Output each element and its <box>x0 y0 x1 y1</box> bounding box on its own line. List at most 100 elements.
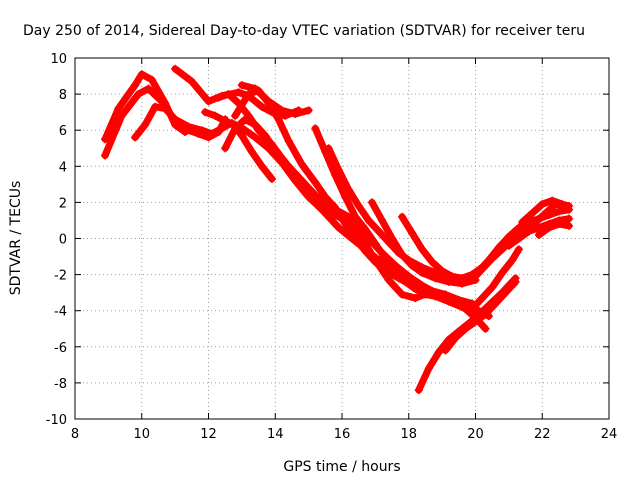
data-point <box>554 220 563 229</box>
data-point <box>251 133 260 142</box>
data-point <box>418 245 427 254</box>
data-point <box>398 290 407 299</box>
series-track-2 <box>101 84 230 160</box>
data-point <box>351 212 360 221</box>
y-tick-label: 8 <box>59 88 67 103</box>
data-point <box>478 294 487 303</box>
y-tick-label: -10 <box>46 413 67 428</box>
data-point <box>341 220 350 229</box>
x-axis-ticks: 8 10 12 14 16 18 20 22 24 <box>71 58 617 442</box>
data-point <box>504 232 513 241</box>
data-point <box>171 115 180 124</box>
series-band <box>368 198 479 288</box>
data-point <box>484 256 493 265</box>
data-point <box>514 234 523 243</box>
data-point <box>144 84 153 93</box>
y-tick-label: 10 <box>50 52 67 67</box>
data-point <box>297 176 306 185</box>
data-point <box>151 102 160 111</box>
x-tick-label: 22 <box>534 427 551 442</box>
data-point <box>374 227 383 236</box>
data-point <box>564 214 573 223</box>
series-track-10 <box>311 124 490 333</box>
y-tick-label: -4 <box>54 305 67 320</box>
data-point <box>141 120 150 129</box>
x-tick-label: 8 <box>71 427 79 442</box>
data-point <box>297 160 306 169</box>
data-point <box>544 211 553 220</box>
data-point <box>334 165 343 174</box>
x-tick-label: 18 <box>400 427 417 442</box>
x-tick-label: 10 <box>133 427 150 442</box>
data-point <box>401 277 410 286</box>
data-point <box>554 207 563 216</box>
data-point <box>184 122 193 131</box>
data-point <box>448 272 457 281</box>
series-track-9 <box>237 81 313 118</box>
series-band <box>171 65 303 120</box>
data-point <box>211 111 220 120</box>
data-point <box>241 115 250 124</box>
data-point <box>117 111 126 120</box>
y-tick-label: -6 <box>54 341 67 356</box>
data-point <box>391 266 400 275</box>
data-point <box>534 223 543 232</box>
data-point <box>511 277 520 286</box>
data-point <box>267 174 276 183</box>
x-tick-label: 12 <box>200 427 217 442</box>
y-tick-label: -8 <box>54 377 67 392</box>
data-point <box>381 266 390 275</box>
x-axis-label: GPS time / hours <box>283 459 400 475</box>
data-point <box>321 192 330 201</box>
data-point <box>411 294 420 303</box>
data-point <box>101 135 110 144</box>
data-layer <box>101 64 573 395</box>
data-point <box>481 310 490 319</box>
y-tick-label: 6 <box>59 124 67 139</box>
data-point <box>204 97 213 106</box>
chart-title: Day 250 of 2014, Sidereal Day-to-day VTE… <box>23 23 585 39</box>
data-point <box>514 245 523 254</box>
data-point <box>101 151 110 160</box>
data-point <box>291 109 300 118</box>
data-point <box>221 117 230 126</box>
data-point <box>524 227 533 236</box>
data-point <box>431 292 440 301</box>
data-point <box>334 223 343 232</box>
data-point <box>131 81 140 90</box>
data-point <box>131 133 140 142</box>
data-point <box>451 299 460 308</box>
data-point <box>361 247 370 256</box>
data-point <box>324 144 333 153</box>
data-point <box>384 276 393 285</box>
data-point <box>231 124 240 133</box>
data-point <box>354 202 363 211</box>
data-point <box>371 239 380 248</box>
series-track-12 <box>368 198 480 288</box>
data-point <box>197 126 206 135</box>
data-point <box>461 304 470 313</box>
data-point <box>514 223 523 232</box>
data-point <box>458 274 467 283</box>
data-point <box>137 70 146 79</box>
y-tick-label: -2 <box>54 269 67 284</box>
y-tick-label: 0 <box>59 233 67 248</box>
data-point <box>171 64 180 73</box>
data-point <box>518 218 527 227</box>
data-point <box>274 115 283 124</box>
series-band <box>311 124 490 333</box>
series-track-19 <box>518 196 573 227</box>
data-point <box>434 348 443 357</box>
data-point <box>237 131 246 140</box>
data-point <box>321 209 330 218</box>
data-point <box>501 288 510 297</box>
data-point <box>398 250 407 259</box>
data-point <box>344 185 353 194</box>
data-point <box>187 77 196 86</box>
data-point <box>451 333 460 342</box>
data-point <box>221 144 230 153</box>
x-tick-label: 20 <box>467 427 484 442</box>
data-point <box>558 200 567 209</box>
data-point <box>361 225 370 234</box>
